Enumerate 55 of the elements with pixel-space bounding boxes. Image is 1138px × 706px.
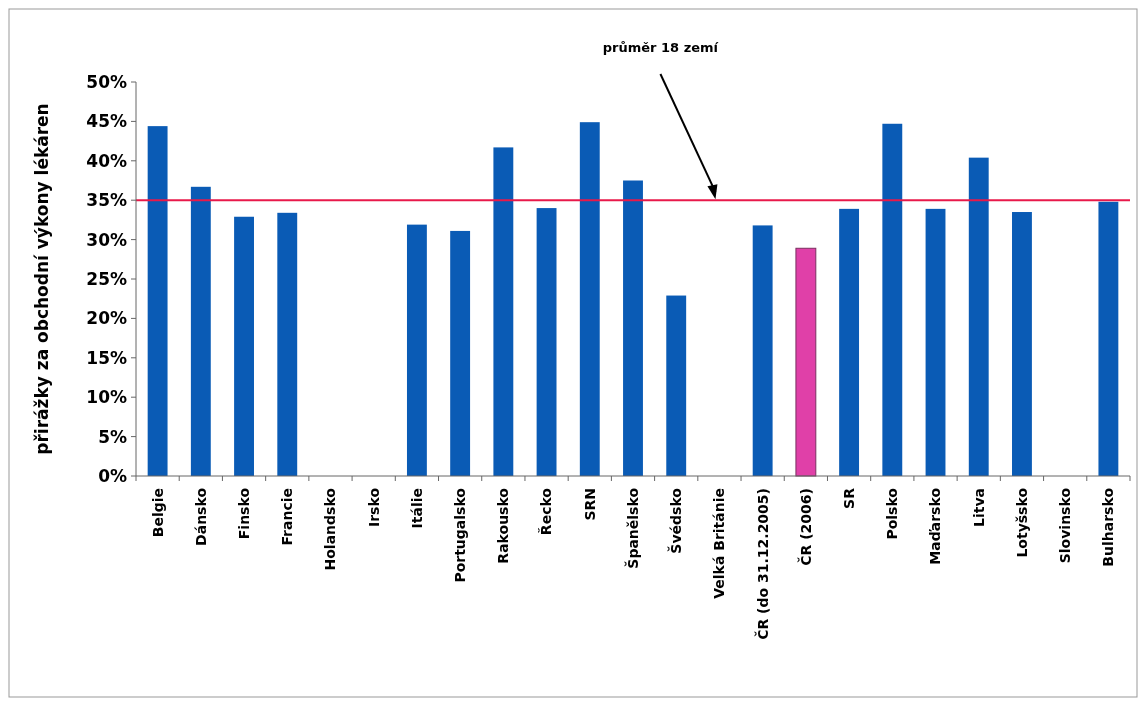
bar (666, 295, 687, 476)
x-tick-label: Švédsko (667, 487, 685, 554)
x-tick-label: Portugalsko (452, 487, 469, 583)
x-tick-label: ČR (2006) (796, 488, 814, 566)
x-tick-label: Francie (279, 488, 296, 546)
x-tick-label: Irsko (365, 487, 382, 527)
bar (450, 230, 471, 476)
x-tick-label: Slovinsko (1057, 487, 1074, 564)
y-tick-label: 30% (86, 229, 127, 250)
bar (882, 123, 903, 476)
y-tick-label: 25% (86, 268, 127, 289)
bar (752, 225, 773, 476)
bar (579, 122, 600, 476)
bar (536, 208, 557, 476)
bar (147, 126, 168, 476)
x-tick-label: SRN (581, 488, 598, 521)
bar (493, 147, 514, 476)
x-tick-label: Dánsko (192, 487, 209, 546)
y-tick-label: 10% (86, 387, 127, 408)
bar (1098, 201, 1119, 476)
bar (234, 216, 254, 476)
bar (623, 180, 643, 476)
bar (968, 157, 989, 476)
bar (925, 208, 946, 476)
x-tick-label: Španělsko (623, 487, 641, 569)
x-tick-label: ČR (do 31.12.2005) (753, 488, 771, 640)
x-tick-label: Belgie (149, 488, 166, 538)
x-tick-label: Finsko (235, 487, 252, 540)
x-tick-label: Itálie (408, 488, 425, 529)
x-tick-label: Maďarsko (927, 487, 944, 565)
x-tick-label: Rakousko (495, 487, 512, 564)
y-axis-title: přirážky za obchodní výkony lékáren (32, 103, 52, 455)
y-tick-label: 45% (86, 111, 127, 132)
y-tick-label: 40% (86, 150, 127, 171)
x-tick-label: Řecko (538, 487, 555, 536)
x-tick-label: SR (840, 487, 857, 509)
x-tick-label: Polsko (884, 487, 901, 540)
x-tick-label: Holandsko (322, 487, 339, 571)
x-tick-label: Velká Británie (711, 488, 728, 599)
y-tick-label: 20% (86, 308, 127, 329)
bar (277, 212, 298, 476)
bar (190, 186, 211, 476)
y-tick-label: 50% (86, 71, 127, 92)
y-tick-label: 0% (98, 465, 127, 486)
bar (1012, 212, 1032, 476)
x-tick-label: Bulharsko (1100, 487, 1117, 567)
bar (795, 247, 817, 477)
bar (839, 208, 860, 476)
x-tick-label: Lotyšsko (1013, 487, 1030, 558)
y-tick-label: 5% (98, 426, 127, 447)
text: průměr 18 zemí (602, 40, 720, 55)
y-tick-label: 15% (86, 347, 127, 368)
x-tick-label: Litva (970, 488, 987, 527)
bar (406, 224, 427, 476)
y-tick-label: 35% (86, 190, 127, 211)
